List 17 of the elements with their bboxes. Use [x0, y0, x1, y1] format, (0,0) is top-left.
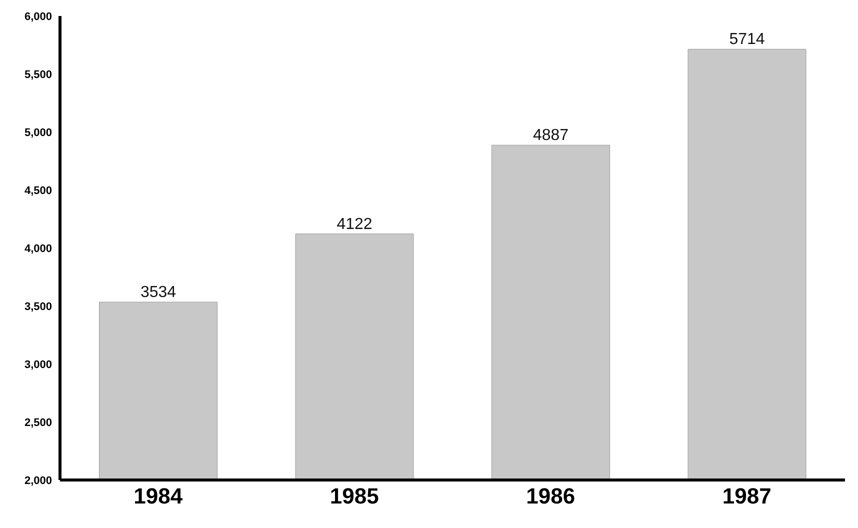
x-tick-label: 1986 — [526, 484, 576, 509]
y-tick-label: 4,000 — [24, 242, 52, 255]
data-label: 4122 — [336, 216, 372, 233]
y-tick-label: 5,000 — [24, 126, 52, 139]
data-label: 5714 — [729, 31, 765, 48]
x-tick-label: 1987 — [722, 484, 772, 509]
y-tick-label: 2,000 — [24, 474, 52, 487]
y-tick-label: 5,500 — [24, 68, 52, 81]
y-tick-label: 2,500 — [24, 416, 52, 429]
data-label: 4887 — [532, 127, 569, 144]
y-tick-label: 3,000 — [24, 358, 52, 371]
y-tick-label: 4,500 — [24, 184, 52, 197]
y-tick-label: 3,500 — [24, 300, 52, 313]
data-label: 3534 — [140, 284, 176, 302]
x-tick-label: 1985 — [330, 484, 379, 509]
y-tick-label: 6,000 — [24, 10, 52, 23]
x-tick-label: 1984 — [134, 484, 184, 509]
